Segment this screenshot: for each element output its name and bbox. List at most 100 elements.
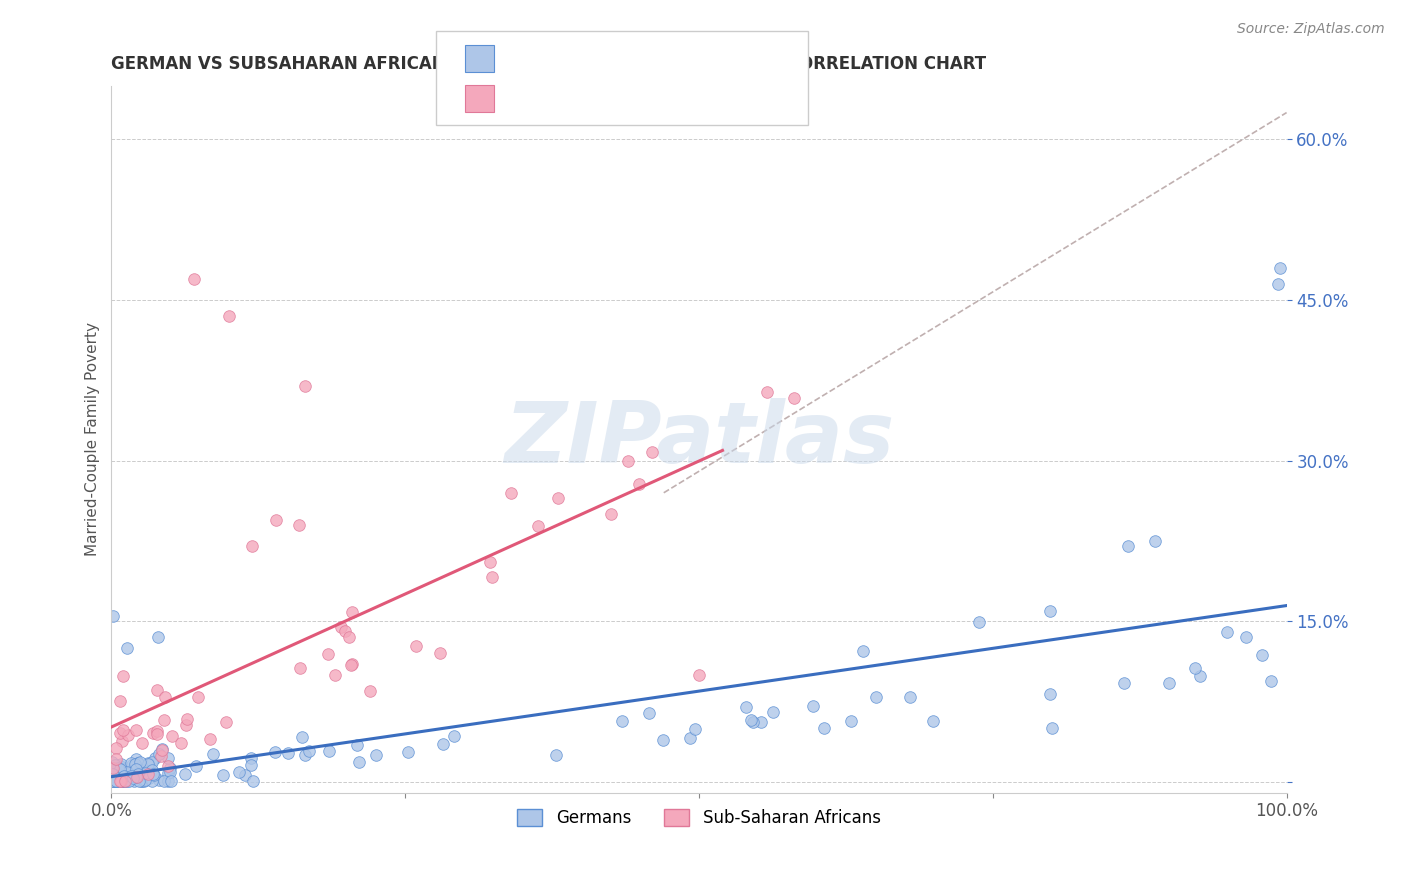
Point xyxy=(101,773,124,788)
Point xyxy=(749,715,772,730)
Point xyxy=(107,768,129,782)
Point xyxy=(617,454,640,468)
Point xyxy=(112,773,135,788)
Text: R =: R = xyxy=(499,51,536,69)
Point xyxy=(762,706,785,720)
Point xyxy=(235,768,257,782)
Point xyxy=(104,763,127,777)
Point xyxy=(429,647,451,661)
Point xyxy=(651,733,673,747)
Point xyxy=(141,773,163,788)
Point xyxy=(359,684,381,698)
Point xyxy=(346,738,368,752)
Point xyxy=(174,717,197,731)
Point xyxy=(801,699,824,714)
Point xyxy=(242,773,264,788)
Point xyxy=(146,631,169,645)
Point xyxy=(481,570,503,584)
Point xyxy=(108,758,131,772)
Point xyxy=(112,773,135,788)
Point xyxy=(127,767,149,781)
Point xyxy=(291,730,314,744)
Point xyxy=(547,491,569,505)
Point xyxy=(104,773,127,788)
Point xyxy=(149,748,172,763)
Point xyxy=(110,757,132,772)
Point xyxy=(1184,661,1206,675)
Point xyxy=(342,657,364,672)
Point xyxy=(153,713,176,727)
Point xyxy=(340,605,363,619)
Point xyxy=(104,764,127,778)
Point xyxy=(841,714,863,729)
Point xyxy=(1116,539,1139,553)
Point xyxy=(114,764,136,778)
Point xyxy=(152,773,174,788)
Point xyxy=(277,746,299,760)
Point xyxy=(1040,721,1063,735)
Point xyxy=(755,384,778,399)
Point xyxy=(141,763,163,777)
Text: N =: N = xyxy=(612,90,648,108)
Point xyxy=(101,772,124,787)
Point xyxy=(111,669,134,683)
Point xyxy=(117,764,139,779)
Point xyxy=(103,767,125,781)
Point xyxy=(176,712,198,726)
Point xyxy=(443,729,465,743)
Point xyxy=(101,773,124,788)
Point xyxy=(783,392,806,406)
Point xyxy=(499,485,522,500)
Point xyxy=(103,609,125,624)
Point xyxy=(125,762,148,776)
Point xyxy=(138,771,160,785)
Point xyxy=(218,309,240,323)
Point xyxy=(198,731,221,746)
Point xyxy=(101,773,124,788)
Point xyxy=(186,759,208,773)
Point xyxy=(1039,605,1062,619)
Point xyxy=(124,751,146,765)
Point xyxy=(117,765,139,780)
Point xyxy=(104,773,127,788)
Point xyxy=(139,765,162,780)
Point xyxy=(145,723,167,738)
Point xyxy=(146,727,169,741)
Point xyxy=(112,773,135,788)
Point xyxy=(599,507,621,521)
Point xyxy=(159,764,181,779)
Point xyxy=(340,658,363,673)
Point xyxy=(813,722,835,736)
Point xyxy=(108,773,131,788)
Point xyxy=(110,772,132,786)
Point xyxy=(110,773,132,788)
Point xyxy=(288,517,311,532)
Point xyxy=(527,518,550,533)
Point xyxy=(120,769,142,783)
Point xyxy=(318,744,340,758)
Point xyxy=(865,690,887,704)
Point xyxy=(1268,260,1291,275)
Point xyxy=(115,641,138,656)
Point xyxy=(239,751,262,765)
Point xyxy=(136,766,159,780)
Point xyxy=(148,747,170,761)
Point xyxy=(122,762,145,776)
Point xyxy=(101,755,124,769)
Point xyxy=(121,758,143,772)
Point xyxy=(112,762,135,776)
Point xyxy=(288,660,311,674)
Point xyxy=(898,690,921,705)
Point xyxy=(1112,675,1135,690)
Point xyxy=(108,772,131,786)
Point xyxy=(364,747,387,762)
Point xyxy=(125,771,148,785)
Point xyxy=(127,756,149,770)
Point xyxy=(432,737,454,751)
Point xyxy=(105,773,128,788)
Point xyxy=(101,767,124,781)
Text: N =: N = xyxy=(612,51,648,69)
Point xyxy=(100,765,122,780)
Point xyxy=(264,512,287,526)
Point xyxy=(349,755,371,769)
